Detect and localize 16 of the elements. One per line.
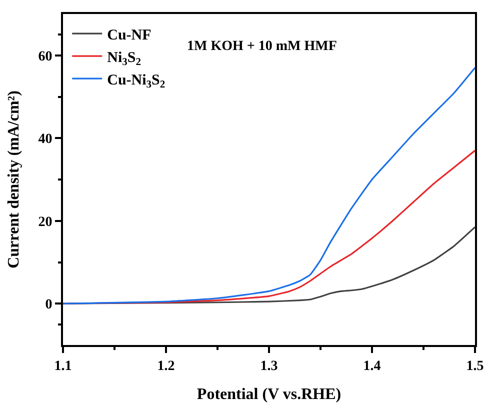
y-tick-label: 0	[45, 298, 52, 313]
y-axis-title: Current density (mA/cm²)	[6, 90, 23, 268]
x-tick-label: 1.1	[54, 358, 72, 374]
x-axis-title: Potential (V vs.RHE)	[196, 386, 342, 403]
legend-label: Cu-NF	[107, 27, 152, 44]
x-tick-label: 1.4	[363, 358, 381, 374]
legend-label: Ni$_{3}$S$_{2}$	[107, 50, 141, 68]
line-series	[63, 66, 475, 304]
x-tick-label: 1.5	[466, 358, 484, 374]
x-tick-label: 1.2	[157, 358, 175, 374]
y-tick-label: 60	[38, 49, 52, 64]
y-tick-label: 20	[38, 214, 52, 230]
annotation: 1M KOH + 10 mM HMF	[187, 39, 337, 54]
x-tick-label: 1.3	[260, 358, 278, 374]
y-tick-label: 40	[38, 132, 52, 148]
legend-label: Cu-Ni$_{3}$S$_{2}$	[107, 72, 166, 91]
